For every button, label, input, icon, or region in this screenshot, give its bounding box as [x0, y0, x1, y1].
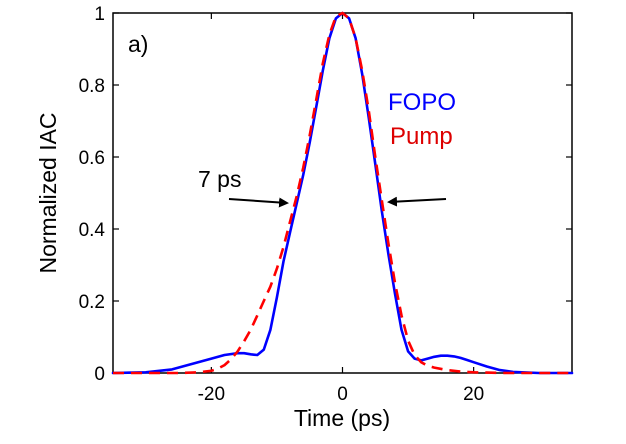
y-tick-label: 0.8 — [79, 76, 105, 97]
right-width-arrow — [387, 196, 447, 207]
y-tick-label: 0.2 — [79, 292, 105, 313]
width-annotation-label: 7 ps — [198, 166, 241, 192]
series-line-fopo — [111, 11, 574, 375]
legend-fopo: FOPO — [388, 89, 456, 116]
panel-label: a) — [128, 31, 148, 57]
x-axis-title: Time (ps) — [294, 405, 390, 431]
legend-pump: Pump — [390, 123, 453, 150]
plot-frame — [112, 12, 573, 374]
y-tick-label: 0.6 — [79, 148, 105, 169]
left-width-arrow — [228, 197, 289, 208]
x-tick-label: 0 — [337, 384, 348, 405]
series-line-pump — [113, 11, 572, 375]
series-layer — [111, 11, 574, 375]
y-tick-label: 0.4 — [79, 220, 106, 241]
axis-tick-labels: -20 0 20 0 0.2 0.4 0.6 0.8 1 — [79, 4, 485, 405]
y-tick-label: 1 — [94, 4, 105, 25]
axis-ticks — [113, 12, 572, 374]
y-tick-label: 0 — [94, 364, 105, 385]
y-axis-title: Normalized IAC — [35, 112, 61, 273]
x-tick-label: 20 — [463, 384, 484, 405]
x-tick-label: -20 — [198, 384, 225, 405]
